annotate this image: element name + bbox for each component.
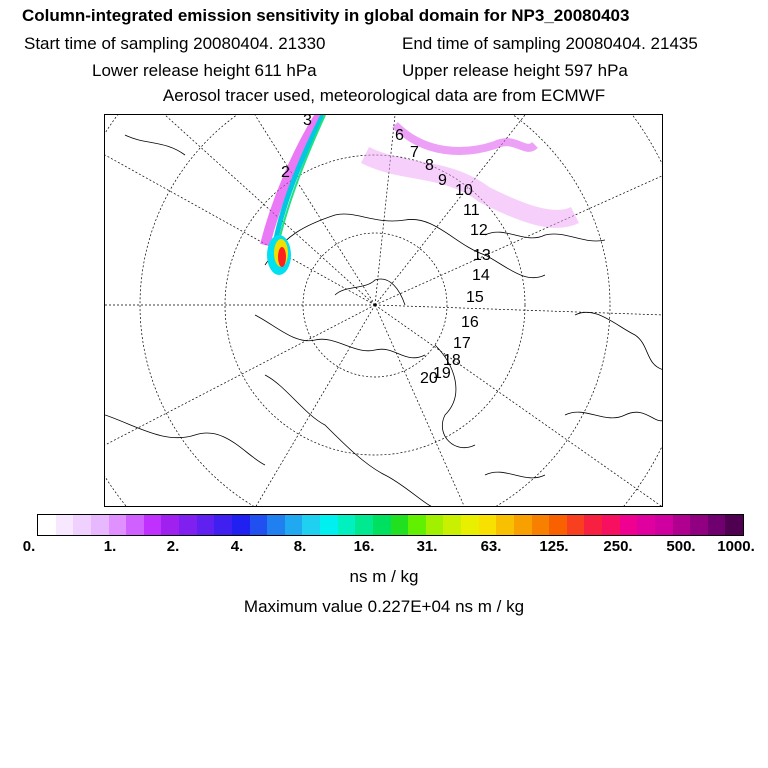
colorbar-tick-label: 16. bbox=[353, 538, 375, 555]
colorbar-cell bbox=[637, 515, 655, 535]
colorbar-cell bbox=[425, 515, 444, 535]
trajectory-label: 20 bbox=[420, 370, 438, 387]
colorbar-cell bbox=[196, 515, 215, 535]
colorbar-tick-label: 250. bbox=[603, 538, 633, 555]
colorbar-cell bbox=[179, 515, 197, 535]
colorbar-cell bbox=[549, 515, 567, 535]
colorbar-cell bbox=[302, 515, 320, 535]
colorbar-cell bbox=[725, 515, 743, 535]
colorbar-cell bbox=[372, 515, 391, 535]
trajectory-label: 16 bbox=[461, 314, 479, 331]
colorbar-cell bbox=[320, 515, 338, 535]
polar-map: 2 3 6 7 8 9 10 11 12 13 14 15 16 17 18 19 20 bbox=[104, 114, 663, 507]
colorbar-tick-label: 1. bbox=[103, 538, 117, 555]
trajectory-label: 8 bbox=[425, 157, 434, 174]
trajectory-label: 7 bbox=[410, 144, 419, 161]
trajectory-label: 6 bbox=[395, 127, 404, 144]
colorbar-cell bbox=[267, 515, 285, 535]
trajectory-label: 11 bbox=[463, 202, 480, 219]
colorbar-cell bbox=[231, 515, 250, 535]
colorbar-tick-label: 63. bbox=[480, 538, 502, 555]
trajectory-label: 13 bbox=[473, 247, 491, 264]
trajectory-label: 9 bbox=[438, 172, 447, 189]
colorbar-cell bbox=[355, 515, 373, 535]
trajectory-label: 14 bbox=[472, 267, 490, 284]
colorbar-cell bbox=[143, 515, 162, 535]
colorbar-tick-label: 500. bbox=[666, 538, 696, 555]
colorbar-cell bbox=[707, 515, 726, 535]
colorbar-tick-label: 0. bbox=[22, 538, 36, 555]
colorbar-tick-label: 8. bbox=[293, 538, 307, 555]
trajectory-label: 19 bbox=[433, 365, 451, 382]
colorbar-cell bbox=[461, 515, 479, 535]
tracer-note: Aerosol tracer used, meteorological data… bbox=[162, 86, 606, 105]
colorbar-cell bbox=[249, 515, 268, 535]
colorbar-cell bbox=[584, 515, 602, 535]
colorbar-cell bbox=[513, 515, 532, 535]
colorbar-tick-label: 2. bbox=[166, 538, 180, 555]
colorbar-cell bbox=[337, 515, 356, 535]
trajectory-label: 3 bbox=[303, 115, 312, 129]
colorbar-cell bbox=[214, 515, 232, 535]
colorbar-cell bbox=[161, 515, 179, 535]
emission-plume bbox=[260, 115, 580, 275]
colorbar-cell bbox=[408, 515, 426, 535]
trajectory-label: 2 bbox=[281, 164, 290, 181]
trajectory-label: 18 bbox=[443, 352, 461, 369]
colorbar-cell bbox=[496, 515, 514, 535]
colorbar-cell bbox=[443, 515, 461, 535]
colorbar-cell bbox=[390, 515, 409, 535]
coastlines bbox=[105, 134, 662, 506]
colorbar-cell bbox=[478, 515, 497, 535]
colorbar-cell bbox=[55, 515, 74, 535]
colorbar-cell bbox=[672, 515, 691, 535]
end-time: End time of sampling 20080404. 21435 bbox=[402, 34, 698, 53]
colorbar-tick-label: 4. bbox=[230, 538, 244, 555]
colorbar-cell bbox=[284, 515, 303, 535]
colorbar-cell bbox=[654, 515, 673, 535]
trajectory-label: 15 bbox=[466, 289, 484, 306]
colorbar-cell bbox=[108, 515, 127, 535]
colorbar bbox=[37, 514, 744, 536]
colorbar-cell bbox=[531, 515, 550, 535]
colorbar-cell bbox=[38, 515, 56, 535]
start-time: Start time of sampling 20080404. 21330 bbox=[24, 34, 326, 53]
colorbar-cell bbox=[566, 515, 585, 535]
colorbar-unit: ns m / kg bbox=[349, 567, 419, 586]
colorbar-cell bbox=[602, 515, 620, 535]
colorbar-cell bbox=[73, 515, 91, 535]
trajectory-label: 17 bbox=[453, 335, 471, 352]
colorbar-tick-label: 125. bbox=[539, 538, 569, 555]
colorbar-cell bbox=[690, 515, 708, 535]
maximum-value: Maximum value 0.227E+04 ns m / kg bbox=[243, 597, 525, 616]
map-title: Column-integrated emission sensitivity i… bbox=[22, 6, 630, 25]
colorbar-cell bbox=[90, 515, 109, 535]
colorbar-cell bbox=[126, 515, 144, 535]
colorbar-ticks: 0. 1. 2. 4. 8. 16. 31. 63. 125. 250. 500. 1000. bbox=[0, 538, 768, 558]
colorbar-tick-label: 31. bbox=[416, 538, 438, 555]
colorbar-tick-label: 1000. bbox=[717, 538, 755, 555]
lower-release-height: Lower release height 611 hPa bbox=[92, 61, 317, 80]
colorbar-cell bbox=[619, 515, 638, 535]
trajectory-label: 12 bbox=[470, 222, 488, 239]
upper-release-height: Upper release height 597 hPa bbox=[402, 61, 628, 80]
trajectory-label: 10 bbox=[455, 182, 473, 199]
